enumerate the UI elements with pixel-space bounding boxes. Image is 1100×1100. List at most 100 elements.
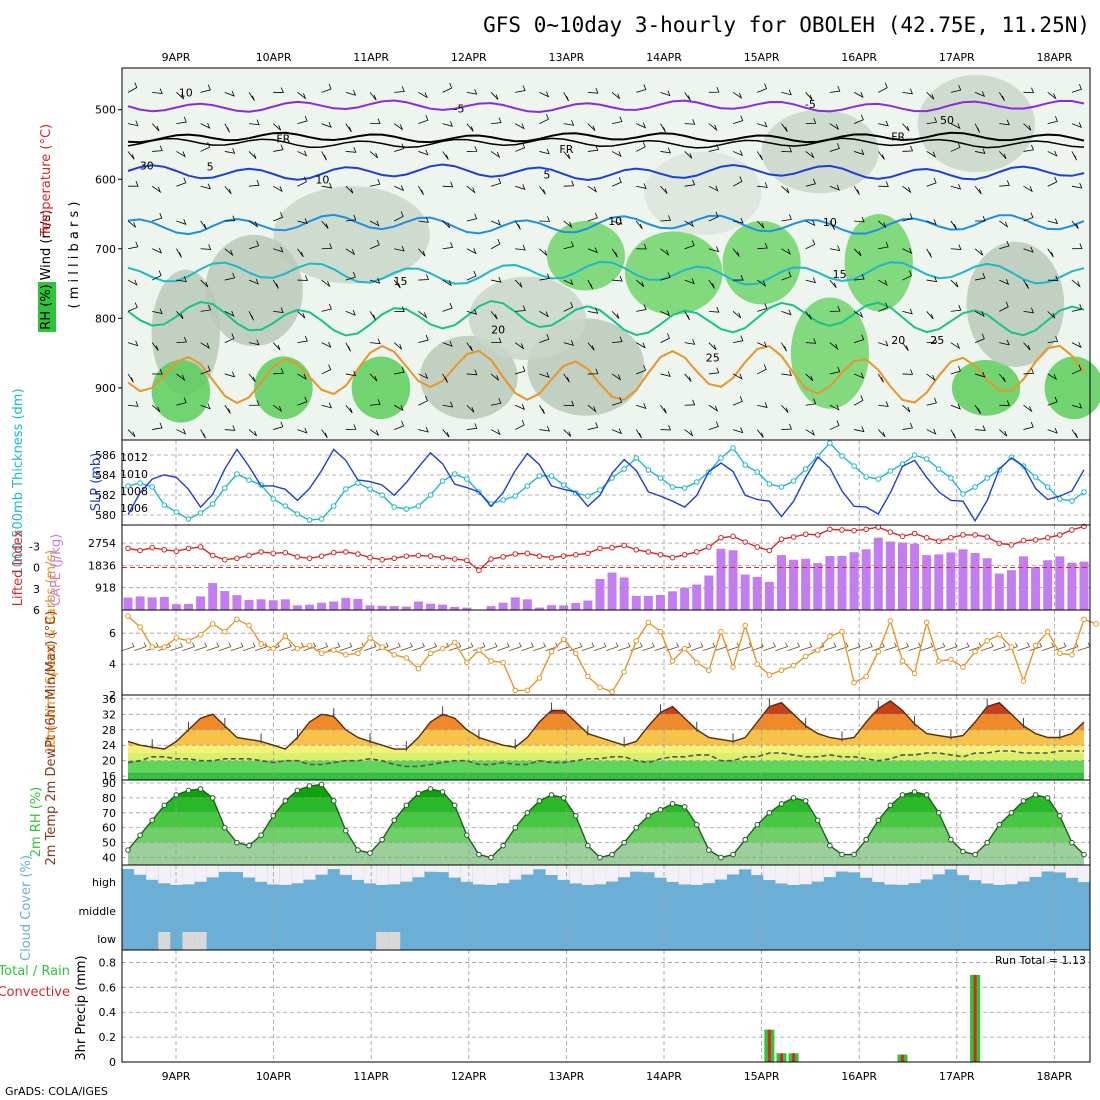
cape-bar: [1006, 570, 1016, 610]
wind-barb: [853, 311, 864, 319]
wind-speed-point: [597, 684, 603, 691]
rh-point: [536, 798, 543, 804]
cape-bar: [329, 601, 339, 610]
wind-barb: [176, 276, 187, 282]
wind-speed-point: [1032, 642, 1039, 649]
isotherm-label-2: FR: [276, 133, 290, 146]
wind-barb: [950, 365, 961, 375]
wind-barb: [757, 121, 768, 128]
lifted-index-point: [778, 536, 785, 542]
high-cloud-gap: [1041, 865, 1054, 872]
thickness-point: [355, 480, 361, 486]
legend-temperature: Temperature (°C): [39, 124, 54, 237]
rh-point: [330, 798, 337, 804]
upper-air-ylabel: ( m i l l i b a r s ): [67, 202, 82, 309]
wind-barb: [1071, 122, 1082, 129]
high-cloud-gap: [981, 865, 994, 884]
cloud-low-label: low: [97, 933, 116, 946]
precip-convective-bar: [900, 1054, 904, 1062]
wind-barb: [926, 117, 938, 125]
wind-barb: [297, 335, 308, 344]
thickness-point: [827, 440, 833, 446]
thickness-point: [294, 511, 301, 517]
wind-barb: [151, 342, 159, 351]
wind-barb: [152, 270, 162, 281]
wind-barb: [1071, 364, 1082, 375]
thickness-point: [790, 478, 797, 484]
wind-barb: [418, 426, 429, 433]
wind-barb: [975, 215, 986, 222]
rh-point: [137, 832, 143, 838]
wind-barb: [539, 114, 549, 124]
thickness-point: [536, 473, 543, 479]
wind-barb: [805, 178, 816, 187]
wind-barb: [829, 366, 841, 375]
thickness-point: [524, 483, 531, 489]
high-cloud-gap: [569, 865, 582, 884]
wind-barb: [635, 429, 642, 439]
high-cloud-gap: [146, 865, 159, 880]
wind-barb: [732, 427, 744, 434]
wind-barb: [902, 270, 912, 281]
wind-barb: [151, 123, 160, 132]
date-label-bottom: 11APR: [353, 1070, 389, 1083]
isotherm-6: [127, 299, 1085, 337]
wind-barb: [563, 373, 570, 383]
lifted-index-point: [827, 526, 833, 533]
lifted-index-point: [887, 529, 894, 535]
wind-barb: [248, 240, 260, 250]
lifted-index-point: [439, 554, 446, 561]
wind-barb: [708, 421, 719, 430]
wind-barb: [733, 274, 744, 281]
rh-point: [875, 817, 882, 824]
ytick-label: 900: [95, 382, 116, 395]
temp-line: [127, 699, 1085, 750]
thickness-point: [464, 476, 470, 482]
wind-barb: [200, 244, 212, 250]
thickness-point: [863, 474, 869, 480]
wind-barb: [1023, 246, 1034, 253]
wind-barb: [273, 144, 284, 152]
wind-barb: [998, 151, 1007, 160]
wind-barb: [394, 366, 405, 375]
wind-barb: [999, 279, 1010, 285]
high-cloud-gap: [642, 865, 655, 873]
lifted-index-point: [669, 554, 676, 561]
wind-barb: [660, 371, 671, 377]
wind-speed-point: [585, 673, 591, 680]
wind-barb: [1023, 212, 1034, 222]
wind-barb: [297, 311, 306, 319]
wind-barb: [611, 177, 622, 187]
surface-wind-barb: [847, 642, 861, 652]
wind-barb: [587, 212, 598, 222]
slp-ylabel-right: SLP (mb): [89, 453, 104, 512]
ytick-label: 6: [109, 627, 116, 640]
wind-speed-point: [572, 650, 579, 657]
wind-barb: [394, 306, 405, 312]
high-cloud-gap: [872, 865, 885, 883]
wind-barb: [418, 248, 426, 257]
wind-barb: [176, 428, 187, 435]
wind-barb: [272, 404, 283, 413]
wind-barb: [587, 368, 599, 375]
ytick-label: 36: [102, 693, 116, 706]
lifted-index-point: [512, 551, 519, 557]
wind-barb: [466, 146, 478, 152]
lifted-index-point: [960, 532, 966, 538]
legend-rh-swatch: [38, 282, 56, 332]
wind-barb: [998, 373, 1006, 383]
lifted-index-point: [657, 551, 664, 558]
rh-shade-7: [624, 231, 723, 315]
wind-barb: [418, 149, 429, 156]
wind-barb: [224, 333, 235, 344]
wind-barb: [660, 215, 672, 222]
wind-barb: [466, 369, 478, 376]
high-cloud-gap: [1005, 865, 1018, 885]
surface-wind-barb: [497, 642, 510, 652]
lifted-index-point: [451, 556, 458, 562]
ytick-label: 50: [102, 837, 116, 850]
wind-barb: [369, 429, 380, 437]
wind-barb: [248, 373, 256, 382]
date-label-top: 18APR: [1036, 51, 1072, 64]
rh-point: [391, 817, 398, 824]
